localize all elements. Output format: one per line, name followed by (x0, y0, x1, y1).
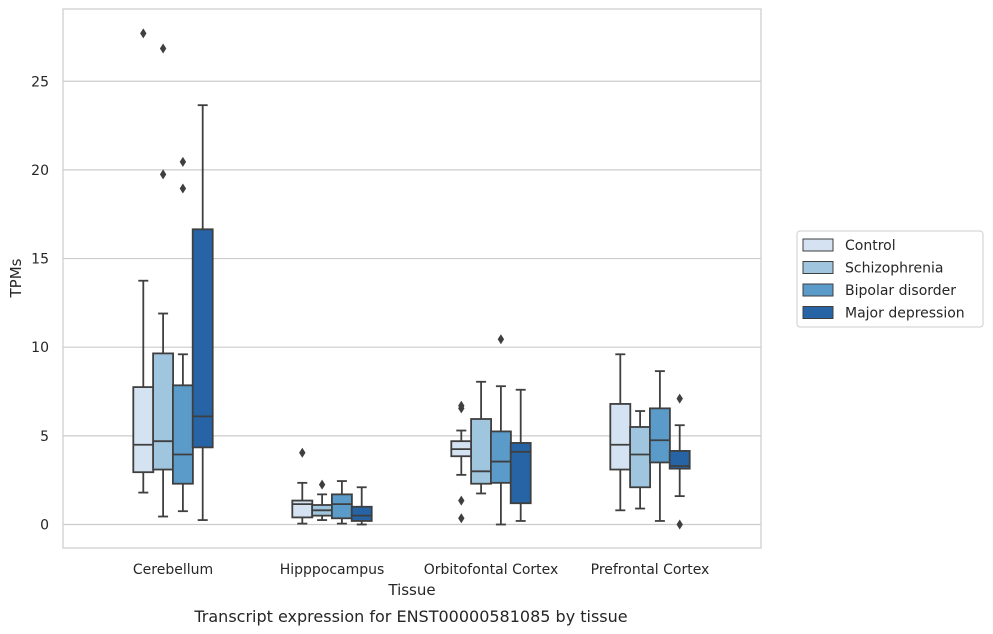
legend-swatch (802, 261, 834, 274)
legend-label: Major depression (845, 306, 965, 322)
iqr-box (649, 407, 671, 464)
iqr-box (489, 430, 512, 484)
outlier-point (676, 393, 683, 404)
box-plots (132, 28, 691, 530)
outlier-point (318, 479, 326, 490)
iqr-box (291, 499, 314, 519)
iqr-box (629, 426, 651, 489)
x-axis-title: Tissue (387, 581, 435, 599)
box-control (609, 353, 632, 512)
x-tick-label: Prefrontal Cortex (591, 562, 710, 578)
outlier-point (299, 447, 306, 458)
outlier-point (179, 156, 187, 167)
outlier-point (159, 43, 167, 54)
iqr-box (171, 384, 194, 485)
iqr-box (609, 403, 632, 471)
y-tick-label: 0 (40, 518, 49, 534)
outlier-point (179, 183, 187, 194)
outlier-point (676, 519, 683, 530)
iqr-box (330, 493, 353, 520)
legend-swatch (802, 306, 834, 319)
outlier-point (159, 169, 167, 180)
legend-swatch (802, 283, 834, 297)
legend-swatch (802, 238, 834, 252)
chart-caption: Transcript expression for ENST0000058108… (193, 607, 627, 626)
box-major-depression (191, 104, 214, 521)
x-tick-label: Orbitofontal Cortex (424, 562, 559, 578)
legend-frame (796, 230, 984, 328)
y-tick-label: 15 (31, 252, 49, 268)
box-major-depression (509, 388, 532, 522)
iqr-box (668, 450, 691, 470)
x-tick-labels: Cerebellum Hipppocampus Orbitofontal Corte… (133, 562, 709, 578)
iqr-box (191, 228, 214, 449)
y-tick-label: 10 (31, 340, 49, 356)
legend-label: Control (845, 238, 896, 254)
legend: Control Schizophrenia Bipolar disorder Majo… (796, 230, 984, 328)
y-axis-title: TPMs (7, 258, 25, 298)
outlier-point (140, 28, 147, 39)
iqr-box (132, 386, 155, 474)
iqr-box (470, 418, 493, 485)
legend-label: Bipolar disorder (845, 283, 956, 299)
box-major-depression (350, 486, 373, 526)
y-tick-label: 25 (31, 74, 49, 90)
outlier-point (458, 400, 465, 411)
x-tick-label: Cerebellum (133, 562, 213, 578)
box-schizophrenia (152, 43, 175, 518)
plot-frame (62, 8, 762, 549)
y-tick-label: 5 (40, 429, 49, 445)
outlier-point (458, 513, 465, 524)
legend-label: Schizophrenia (845, 261, 943, 277)
iqr-box (350, 505, 373, 522)
x-tick-label: Hipppocampus (280, 562, 385, 578)
outlier-point (497, 334, 505, 345)
y-tick-label: 20 (31, 163, 49, 179)
iqr-box (509, 442, 532, 505)
y-tick-labels: 0 5 10 15 20 25 (31, 74, 49, 533)
box-control (450, 400, 473, 524)
box-major-depression (668, 393, 691, 530)
outlier-point (458, 495, 465, 506)
box-schizophrenia (311, 479, 334, 521)
box-control (132, 28, 155, 494)
box-bipolar-disorder (649, 370, 671, 522)
iqr-box (152, 352, 175, 471)
